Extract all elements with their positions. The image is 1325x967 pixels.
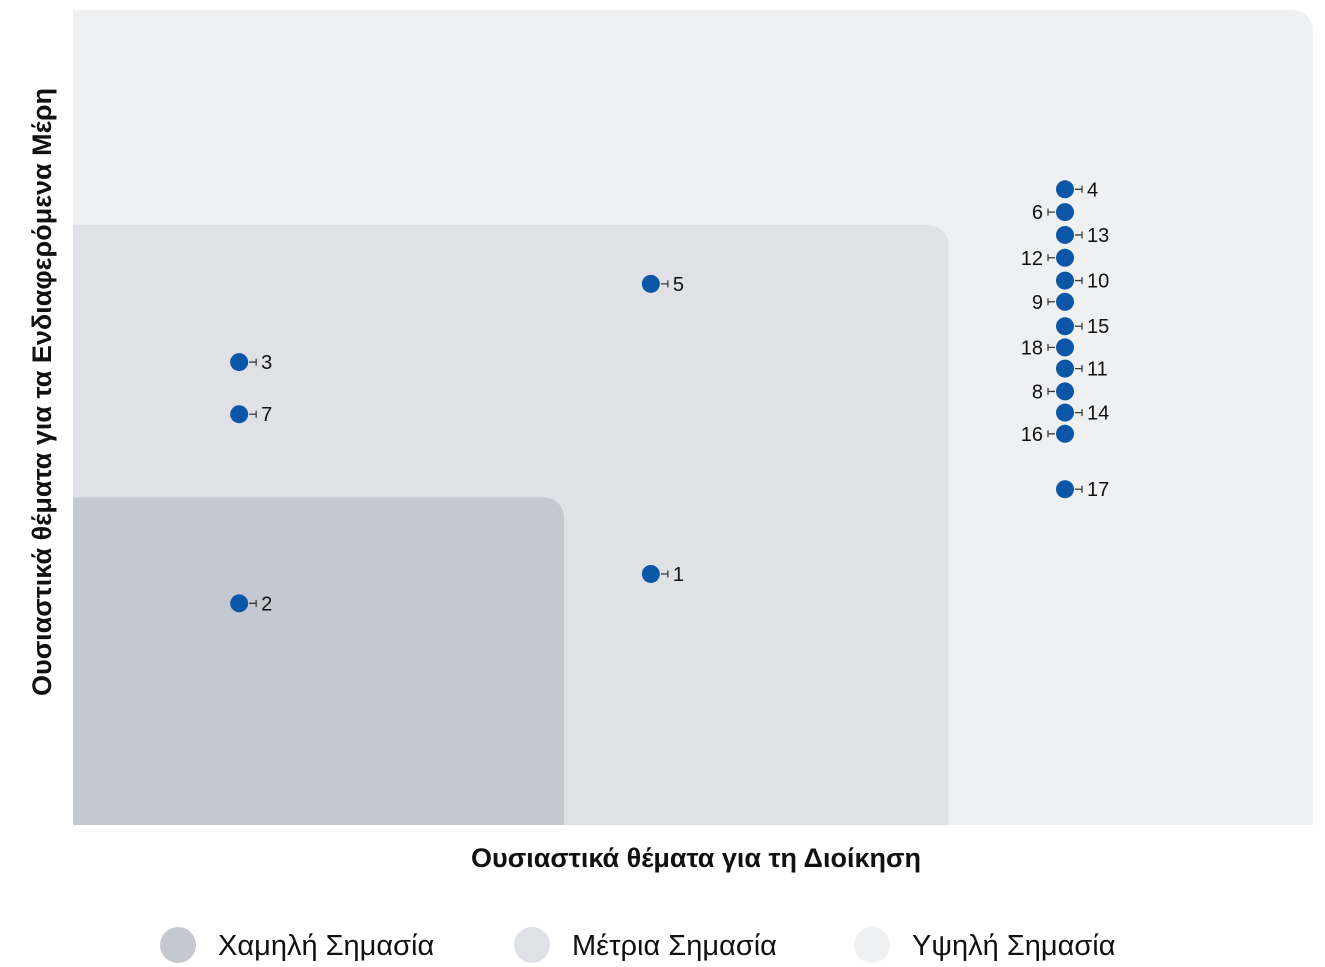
label-connector [249, 358, 257, 366]
y-axis-title: Ουσιαστικά θέματα για τα Ενδιαφερόμενα Μ… [27, 88, 57, 696]
data-point-label: 10 [1087, 271, 1109, 293]
data-point-label: 16 [1021, 424, 1043, 446]
data-point [1056, 292, 1074, 311]
data-point [1056, 225, 1074, 244]
legend-label-medium-importance: Μέτρια Σημασία [572, 930, 777, 962]
data-point-group: 7 [230, 404, 272, 426]
data-point [1056, 403, 1074, 422]
data-point-label: 15 [1087, 316, 1109, 338]
label-connector [1075, 231, 1083, 239]
data-point-label: 14 [1087, 403, 1109, 425]
data-point-label: 8 [1032, 381, 1043, 403]
label-connector [1075, 485, 1083, 493]
data-point [1056, 317, 1074, 336]
data-point-label: 4 [1087, 179, 1098, 201]
data-point-group: 17 [1056, 479, 1109, 501]
data-point-group: 15 [1056, 316, 1109, 338]
data-point-group: 8 [1032, 381, 1074, 403]
importance-zones [73, 10, 1313, 825]
zone-low-importance [73, 497, 565, 825]
data-point [641, 274, 660, 293]
data-point [1056, 180, 1074, 199]
data-point-label: 1 [673, 564, 684, 586]
data-point [230, 405, 249, 424]
label-connector [1047, 298, 1055, 306]
data-point-label: 17 [1087, 479, 1109, 501]
data-point-group: 16 [1021, 424, 1074, 446]
data-point-label: 2 [261, 593, 272, 615]
data-point [1056, 359, 1074, 378]
label-connector [660, 280, 669, 288]
data-point-group: 12 [1021, 248, 1074, 270]
data-point-label: 18 [1021, 337, 1043, 359]
data-point-group: 6 [1032, 202, 1074, 224]
data-point-group: 11 [1056, 359, 1108, 381]
data-point-label: 5 [673, 274, 684, 296]
label-connector [1075, 409, 1083, 417]
label-connector [1047, 430, 1055, 438]
label-connector [249, 599, 257, 607]
x-axis-title: Ουσιαστικά θέματα για τη Διοίκηση [471, 843, 921, 873]
label-connector [1047, 343, 1055, 351]
label-connector [1075, 322, 1083, 330]
data-point [1056, 480, 1074, 499]
data-point-label: 6 [1032, 202, 1043, 224]
legend-swatch-high-importance [854, 927, 890, 963]
data-point [1056, 248, 1074, 267]
data-point-group: 9 [1032, 292, 1074, 314]
label-connector [1075, 277, 1083, 285]
data-point-label: 11 [1087, 359, 1108, 381]
data-point-group: 2 [230, 593, 272, 615]
data-point-group: 4 [1056, 179, 1098, 201]
legend: Χαμηλή Σημασία Μέτρια Σημασία Υψηλή Σημασί… [160, 927, 1115, 963]
legend-label-low-importance: Χαμηλή Σημασία [218, 930, 434, 962]
data-point-group: 1 [641, 564, 684, 586]
data-point [1056, 338, 1074, 357]
legend-swatch-low-importance [160, 927, 196, 963]
data-point-group: 14 [1056, 403, 1109, 425]
data-point-label: 9 [1032, 292, 1043, 314]
data-point [230, 594, 249, 613]
legend-label-high-importance: Υψηλή Σημασία [912, 930, 1115, 962]
data-point [1056, 424, 1074, 443]
data-point [230, 353, 249, 372]
data-point-group: 3 [230, 352, 272, 374]
data-point-group: 5 [641, 274, 684, 296]
label-connector [249, 410, 257, 418]
data-point [1056, 271, 1074, 290]
data-point [1056, 203, 1074, 222]
label-connector [1047, 254, 1055, 262]
data-point-group: 10 [1056, 271, 1109, 293]
label-connector [1075, 365, 1083, 373]
data-point-label: 13 [1087, 225, 1109, 247]
label-connector [1047, 387, 1055, 395]
data-point-label: 7 [261, 404, 272, 426]
data-point [641, 564, 660, 583]
data-point-label: 12 [1021, 248, 1043, 270]
data-point-group: 13 [1056, 225, 1109, 247]
label-connector [1075, 185, 1083, 193]
data-point [1056, 382, 1074, 401]
data-point-group: 18 [1021, 337, 1074, 359]
label-connector [1047, 208, 1055, 216]
data-point-label: 3 [261, 352, 272, 374]
legend-swatch-medium-importance [514, 927, 550, 963]
label-connector [660, 570, 669, 578]
